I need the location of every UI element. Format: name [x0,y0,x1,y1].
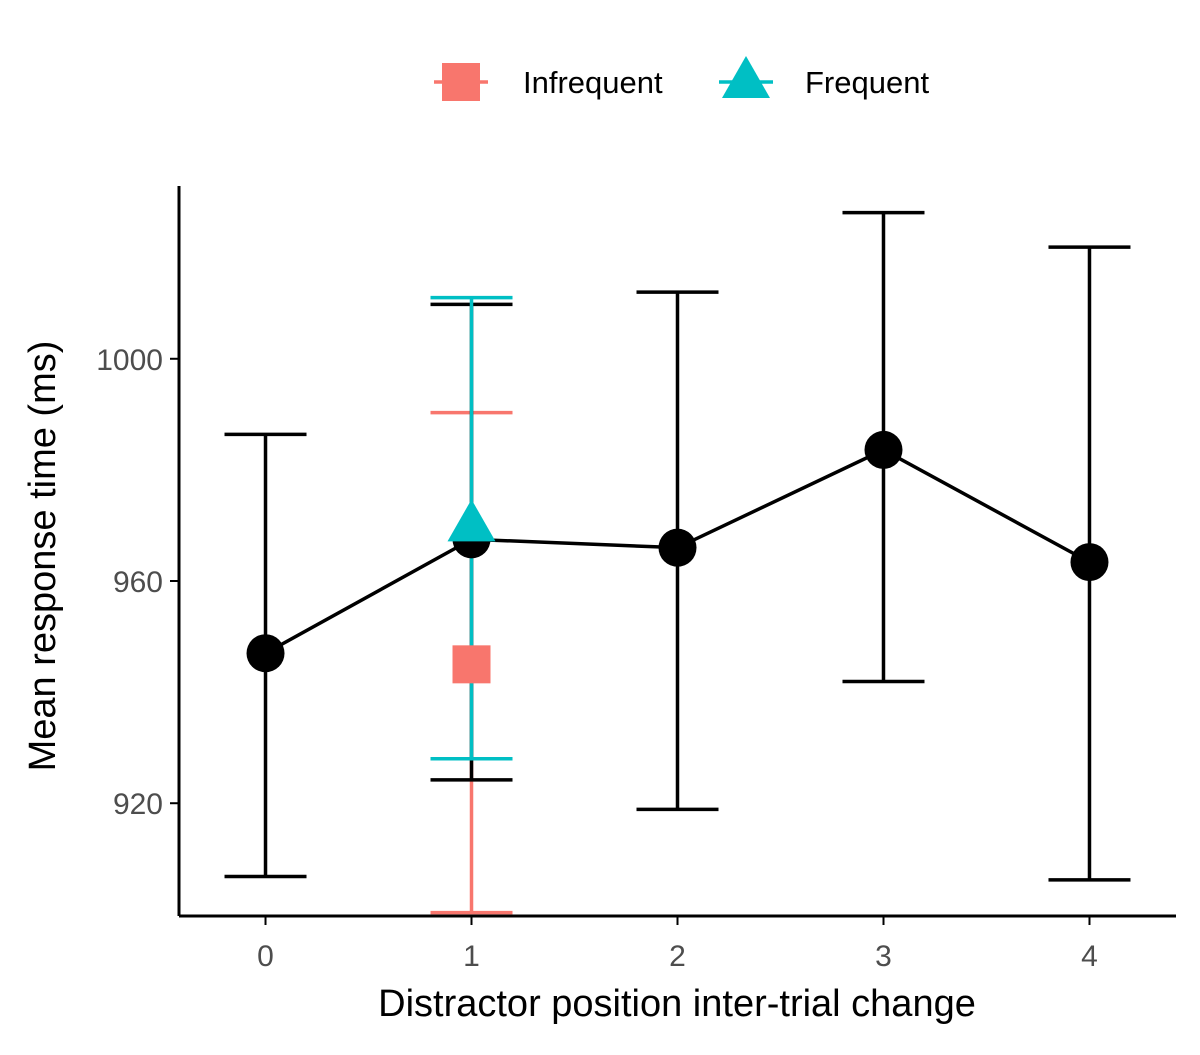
y-tick-label: 920 [113,788,163,821]
x-tick-label: 4 [1081,940,1098,973]
x-tick-label: 1 [463,940,480,973]
y-tick-label: 1000 [96,344,163,377]
overall-point [246,634,285,673]
x-axis-title: Distractor position inter-trial change [378,983,976,1025]
overall-point [658,528,697,567]
infrequent-point [452,645,491,684]
legend-item-frequent: Frequent [719,55,929,100]
overall-point [1070,543,1109,582]
overall-point [864,430,903,469]
legend-key-square [442,63,480,101]
legend-item-infrequent: Infrequent [434,63,663,101]
x-tick-label: 0 [257,940,274,973]
x-tick-label: 3 [875,940,892,973]
legend-key-triangle [722,55,770,98]
legend-label: Infrequent [523,65,663,100]
frequent-point [447,499,496,542]
x-tick-label: 2 [669,940,686,973]
legend-label: Frequent [805,65,929,100]
y-tick-label: 960 [113,566,163,599]
legend: Infrequent Frequent [434,55,929,101]
y-axis-title: Mean response time (ms) [22,341,64,772]
plot-area [224,210,1131,915]
axes: Mean response time (ms) Distractor posit… [22,186,1176,1025]
